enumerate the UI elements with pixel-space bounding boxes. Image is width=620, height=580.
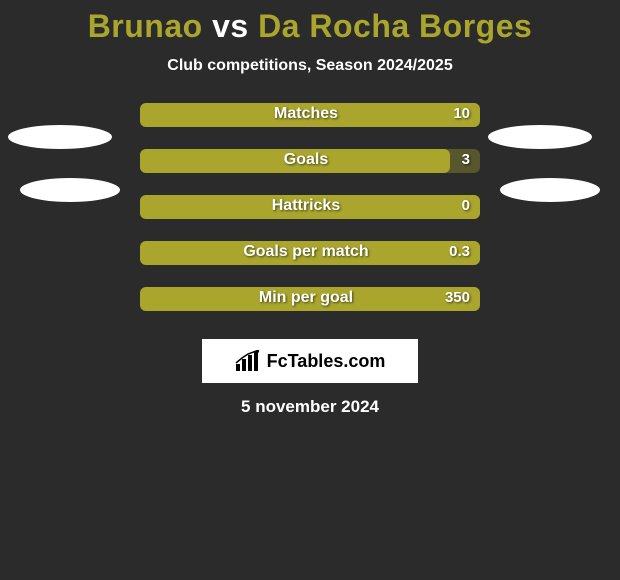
logo-text: FcTables.com <box>267 351 386 372</box>
decorative-ellipse <box>488 125 592 149</box>
decorative-ellipse <box>20 178 120 202</box>
bar-value: 0.3 <box>140 243 480 260</box>
page-title: Brunao vs Da Rocha Borges <box>0 8 620 45</box>
title-player2: Da Rocha Borges <box>258 8 532 44</box>
date: 5 november 2024 <box>0 397 620 417</box>
infographic-container: Brunao vs Da Rocha Borges Club competiti… <box>0 0 620 417</box>
title-player1: Brunao <box>88 8 203 44</box>
bar-value: 3 <box>140 151 480 168</box>
subtitle: Club competitions, Season 2024/2025 <box>0 57 620 75</box>
bar-value: 0 <box>140 197 480 214</box>
bar-chart-icon <box>235 350 261 372</box>
decorative-ellipse <box>500 178 600 202</box>
decorative-ellipse <box>8 125 112 149</box>
stat-row: Goals per match0.3 <box>0 241 620 287</box>
bar-value: 10 <box>140 105 480 122</box>
bar-value: 350 <box>140 289 480 306</box>
logo-box[interactable]: FcTables.com <box>202 339 418 383</box>
title-vs: vs <box>203 8 258 44</box>
stat-row: Min per goal350 <box>0 287 620 333</box>
stat-row: Hattricks0 <box>0 195 620 241</box>
